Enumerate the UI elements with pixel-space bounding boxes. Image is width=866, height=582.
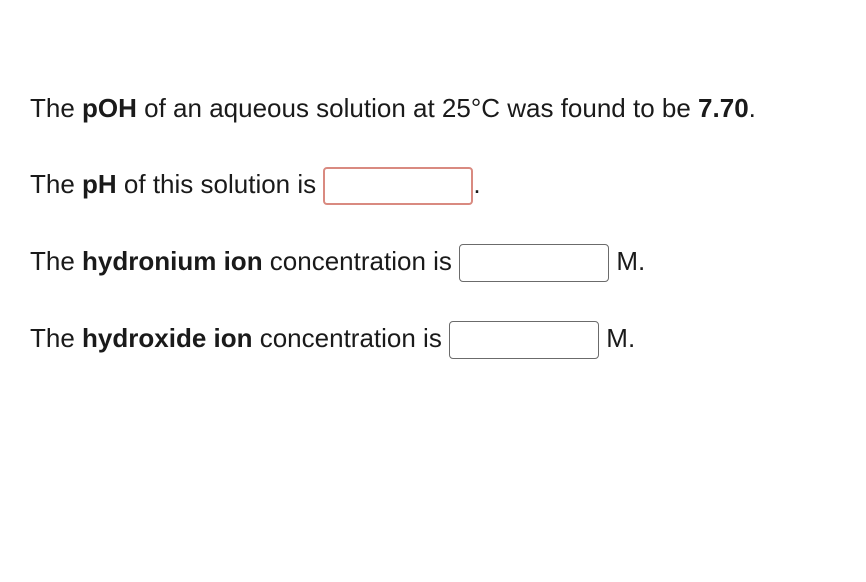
given-quantity: pOH bbox=[82, 93, 137, 123]
unit-label: M. bbox=[599, 323, 635, 353]
hydronium-input[interactable] bbox=[459, 244, 609, 282]
ph-question: The pH of this solution is . bbox=[30, 166, 836, 205]
text: The bbox=[30, 169, 82, 199]
text: The bbox=[30, 93, 82, 123]
given-statement: The pOH of an aqueous solution at 25°C w… bbox=[30, 90, 836, 128]
hydroxide-question: The hydroxide ion concentration is M. bbox=[30, 320, 836, 359]
text: . bbox=[749, 93, 756, 123]
hydroxide-quantity: hydroxide ion bbox=[82, 323, 252, 353]
text: The bbox=[30, 246, 82, 276]
text: concentration is bbox=[253, 323, 450, 353]
text: of this solution is bbox=[117, 169, 324, 199]
given-value: 7.70 bbox=[698, 93, 749, 123]
ph-quantity: pH bbox=[82, 169, 117, 199]
text: concentration is bbox=[263, 246, 460, 276]
hydronium-quantity: hydronium ion bbox=[82, 246, 263, 276]
text: The bbox=[30, 323, 82, 353]
hydronium-question: The hydronium ion concentration is M. bbox=[30, 243, 836, 282]
text: of an aqueous solution at 25°C was found… bbox=[137, 93, 698, 123]
question-container: The pOH of an aqueous solution at 25°C w… bbox=[0, 0, 866, 427]
unit-label: M. bbox=[609, 246, 645, 276]
hydroxide-input[interactable] bbox=[449, 321, 599, 359]
ph-input[interactable] bbox=[323, 167, 473, 205]
text: . bbox=[473, 169, 480, 199]
